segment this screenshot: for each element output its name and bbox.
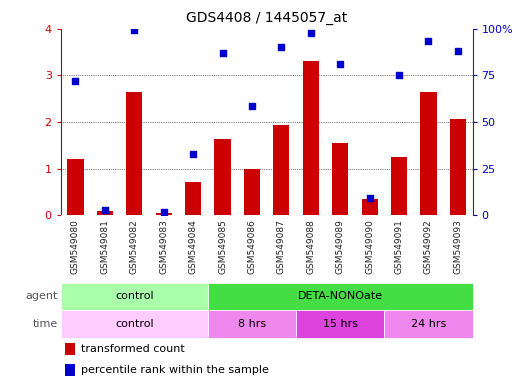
Bar — [391, 157, 407, 215]
Bar — [420, 92, 437, 215]
Text: GSM549092: GSM549092 — [424, 219, 433, 273]
Point — [277, 43, 286, 50]
Text: control: control — [115, 291, 154, 301]
Bar — [65, 343, 75, 355]
Point — [395, 71, 403, 78]
Text: GSM549088: GSM549088 — [306, 219, 315, 274]
Bar — [185, 182, 201, 215]
Bar — [244, 169, 260, 215]
Point — [189, 151, 197, 157]
Text: GDS4408 / 1445057_at: GDS4408 / 1445057_at — [186, 11, 347, 25]
Text: GSM549085: GSM549085 — [218, 219, 227, 274]
Bar — [97, 211, 113, 215]
Point — [454, 48, 462, 54]
Text: GSM549084: GSM549084 — [188, 219, 197, 273]
Text: GSM549087: GSM549087 — [277, 219, 286, 274]
Bar — [274, 126, 289, 215]
Text: agent: agent — [26, 291, 58, 301]
Point — [218, 50, 227, 56]
Bar — [332, 143, 348, 215]
Bar — [126, 92, 143, 215]
Text: time: time — [33, 319, 58, 329]
Text: 24 hrs: 24 hrs — [411, 319, 446, 329]
Point — [130, 26, 138, 33]
Bar — [68, 159, 83, 215]
Bar — [61, 310, 208, 338]
Bar — [384, 310, 473, 338]
Bar — [362, 199, 378, 215]
Text: GSM549081: GSM549081 — [100, 219, 109, 274]
Text: 15 hrs: 15 hrs — [323, 319, 357, 329]
Text: transformed count: transformed count — [81, 344, 185, 354]
Bar — [156, 213, 172, 215]
Text: GSM549082: GSM549082 — [130, 219, 139, 273]
Bar — [61, 283, 208, 310]
Text: percentile rank within the sample: percentile rank within the sample — [81, 365, 269, 375]
Point — [248, 103, 256, 109]
Text: GSM549083: GSM549083 — [159, 219, 168, 274]
Text: GSM549080: GSM549080 — [71, 219, 80, 274]
Bar — [208, 310, 296, 338]
Text: GSM549089: GSM549089 — [336, 219, 345, 274]
Bar — [303, 61, 319, 215]
Bar — [296, 310, 384, 338]
Bar — [65, 364, 75, 376]
Bar — [450, 119, 466, 215]
Point — [424, 38, 432, 45]
Text: GSM549090: GSM549090 — [365, 219, 374, 274]
Text: GSM549086: GSM549086 — [248, 219, 257, 274]
Point — [71, 78, 80, 84]
Text: control: control — [115, 319, 154, 329]
Point — [159, 209, 168, 215]
Text: DETA-NONOate: DETA-NONOate — [298, 291, 383, 301]
Text: GSM549093: GSM549093 — [454, 219, 463, 274]
Text: GSM549091: GSM549091 — [394, 219, 403, 274]
Point — [307, 30, 315, 36]
Text: 8 hrs: 8 hrs — [238, 319, 266, 329]
Bar — [208, 283, 473, 310]
Point — [336, 61, 344, 67]
Point — [101, 207, 109, 213]
Point — [365, 195, 374, 201]
Bar — [214, 139, 231, 215]
